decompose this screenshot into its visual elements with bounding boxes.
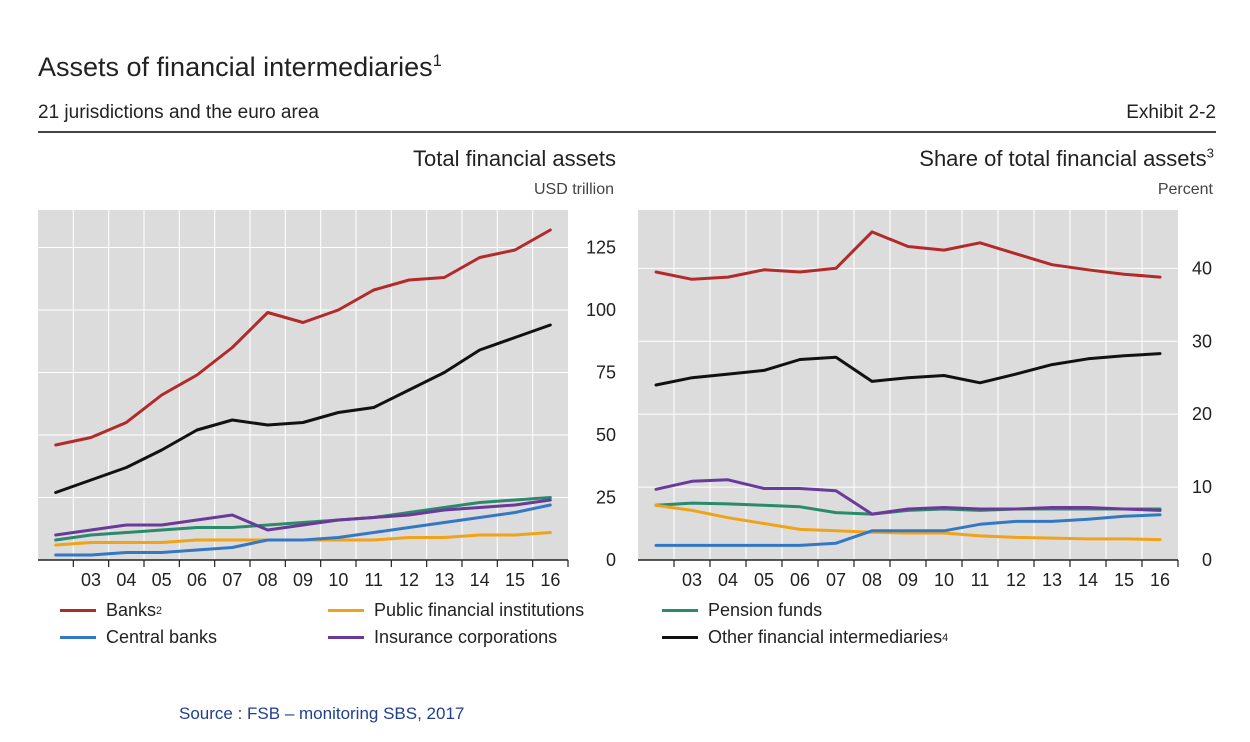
right-x-tick-label: 03 — [682, 570, 702, 590]
legend-swatch — [662, 609, 698, 612]
left-series-insurance-corporations — [54, 498, 552, 537]
legend-swatch — [60, 609, 96, 612]
right-y-tick-label: 30 — [1192, 331, 1212, 351]
left-x-tick-label: 16 — [540, 570, 560, 590]
left-x-tick-label: 04 — [116, 570, 136, 590]
right-x-tick-label: 11 — [971, 570, 990, 590]
right-x-tick-label: 06 — [790, 570, 810, 590]
figure-subtitle: 21 jurisdictions and the euro area — [38, 102, 319, 123]
left-series-other-financial-intermediaries — [54, 323, 552, 494]
right-x-tick-label: 10 — [934, 570, 954, 590]
left-x-tick-label: 11 — [364, 570, 383, 590]
left-y-tick-label: 100 — [586, 300, 616, 320]
legend-item-central-banks: Central banks — [60, 627, 217, 648]
left-x-tick-label: 15 — [505, 570, 525, 590]
legend-swatch — [662, 636, 698, 639]
left-y-tick-label: 50 — [596, 425, 616, 445]
right-x-tick-label: 12 — [1006, 570, 1026, 590]
legend-item-public-financial-institutions: Public financial institutions — [328, 600, 584, 621]
right-y-tick-label: 10 — [1192, 477, 1212, 497]
right-y-tick-label: 0 — [1202, 550, 1212, 570]
left-x-tick-label: 07 — [222, 570, 242, 590]
right-x-tick-label: 16 — [1150, 570, 1170, 590]
left-x-tick-label: 13 — [434, 570, 454, 590]
right-panel-unit: Percent — [1157, 181, 1213, 198]
right-x-tick-label: 09 — [898, 570, 918, 590]
left-series-banks — [54, 228, 552, 447]
right-panel-title: Share of total financial assets3 — [919, 145, 1214, 171]
left-x-tick-label: 12 — [399, 570, 419, 590]
left-y-tick-label: 125 — [586, 238, 616, 258]
left-x-tick-label: 06 — [187, 570, 207, 590]
legend-item-banks: Banks 2 — [60, 600, 162, 621]
left-series-pension-funds — [54, 496, 552, 542]
right-x-tick-label: 15 — [1114, 570, 1134, 590]
left-y-tick-label: 75 — [596, 363, 616, 383]
left-x-tick-label: 08 — [258, 570, 278, 590]
right-x-tick-label: 07 — [826, 570, 846, 590]
left-y-tick-label: 25 — [596, 488, 616, 508]
left-y-tick-label: 0 — [606, 550, 616, 570]
right-x-tick-label: 04 — [718, 570, 738, 590]
legend-item-other-financial-intermediaries: Other financial intermediaries 4 — [662, 627, 948, 648]
right-series-other-financial-intermediaries — [654, 352, 1162, 387]
left-x-tick-label: 05 — [152, 570, 172, 590]
left-panel: 0 25 50 75 100 125 03 04 05 06 07 08 09 10 11 12 13 14 15 1… — [38, 210, 616, 590]
right-x-tick-label: 14 — [1078, 570, 1098, 590]
left-series-central-banks — [54, 503, 552, 557]
left-panel-title: Total financial assets — [413, 146, 616, 171]
legend-swatch — [60, 636, 96, 639]
legend-item-pension-funds: Pension funds — [662, 600, 822, 621]
right-x-tick-label: 08 — [862, 570, 882, 590]
left-x-tick-label: 14 — [470, 570, 490, 590]
right-y-tick-label: 40 — [1192, 258, 1212, 278]
left-panel-unit: USD trillion — [533, 181, 614, 198]
right-x-tick-label: 05 — [754, 570, 774, 590]
right-series-insurance-corporations — [654, 478, 1162, 516]
right-panel: 0 10 20 30 40 03 04 05 06 07 08 09 10 11 12 13 14 15 16 — [638, 210, 1212, 590]
right-series-banks — [654, 230, 1162, 281]
source-note: Source : FSB – monitoring SBS, 2017 — [179, 704, 465, 723]
exhibit-label: Exhibit 2-2 — [1126, 102, 1216, 123]
right-series-central-banks — [654, 513, 1162, 547]
left-x-tick-label: 03 — [81, 570, 101, 590]
legend-swatch — [328, 636, 364, 639]
left-x-tick-label: 10 — [328, 570, 348, 590]
legend-item-insurance-corporations: Insurance corporations — [328, 627, 557, 648]
header-divider — [38, 131, 1216, 133]
figure-title: Assets of financial intermediaries1 — [38, 52, 442, 82]
right-x-tick-label: 13 — [1042, 570, 1062, 590]
right-series-public-financial-institutions — [654, 503, 1162, 542]
right-y-tick-label: 20 — [1192, 404, 1212, 424]
left-x-tick-label: 09 — [293, 570, 313, 590]
legend-swatch — [328, 609, 364, 612]
